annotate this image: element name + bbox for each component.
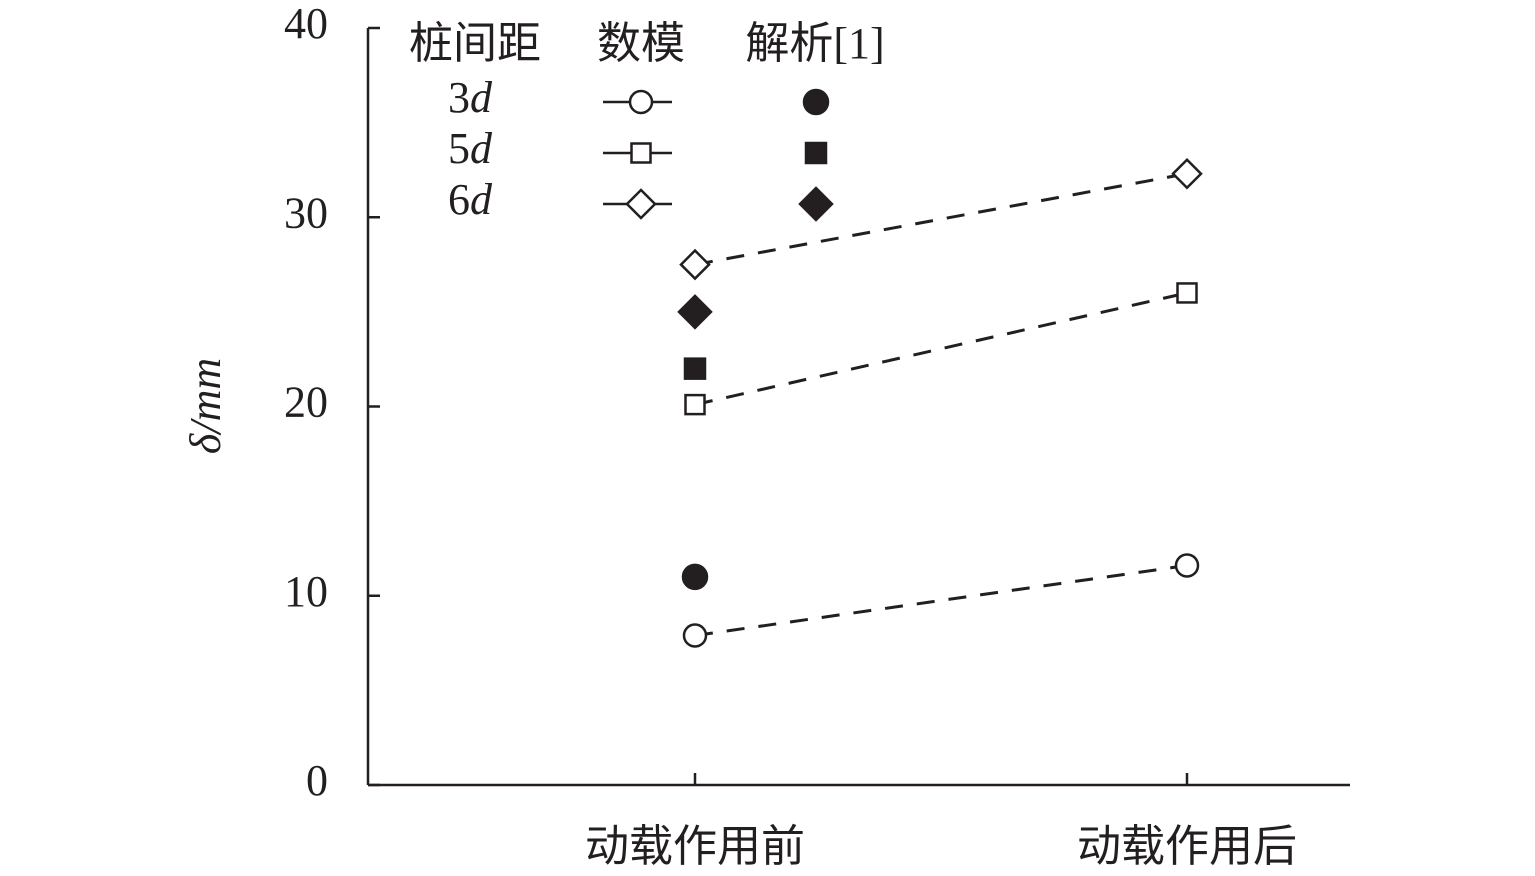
series-line [694,172,1188,267]
x-tick-label: 动载作用前 [585,822,805,871]
marker [1171,157,1203,190]
legend-header: 桩间距 [409,19,541,68]
marker [628,89,654,115]
marker [684,393,706,416]
legend-header: 解析[1] [745,19,884,68]
marker [625,188,657,220]
marker [802,88,830,116]
legend-label: 6d [448,175,493,224]
marker [1176,282,1198,304]
marker [681,563,709,591]
marker [1174,553,1200,578]
y-axis-label: δ/mm [181,358,230,454]
y-tick-label: 40 [284,0,328,48]
x-tick-label: 动载作用后 [1077,822,1297,871]
marker [630,142,652,164]
marker [682,623,708,648]
y-tick-label: 30 [284,188,328,237]
marker [804,141,828,165]
marker [677,294,713,330]
legend-label: 5d [448,124,493,173]
series-line [694,563,1188,637]
legend-header: 数模 [597,19,685,68]
y-tick-label: 10 [284,567,328,616]
marker [679,248,711,281]
y-tick-label: 20 [284,378,328,427]
marker [798,186,834,222]
marker [683,357,707,380]
legend-label: 3d [448,73,493,122]
y-tick-label: 0 [306,756,328,805]
series-line [694,291,1188,407]
